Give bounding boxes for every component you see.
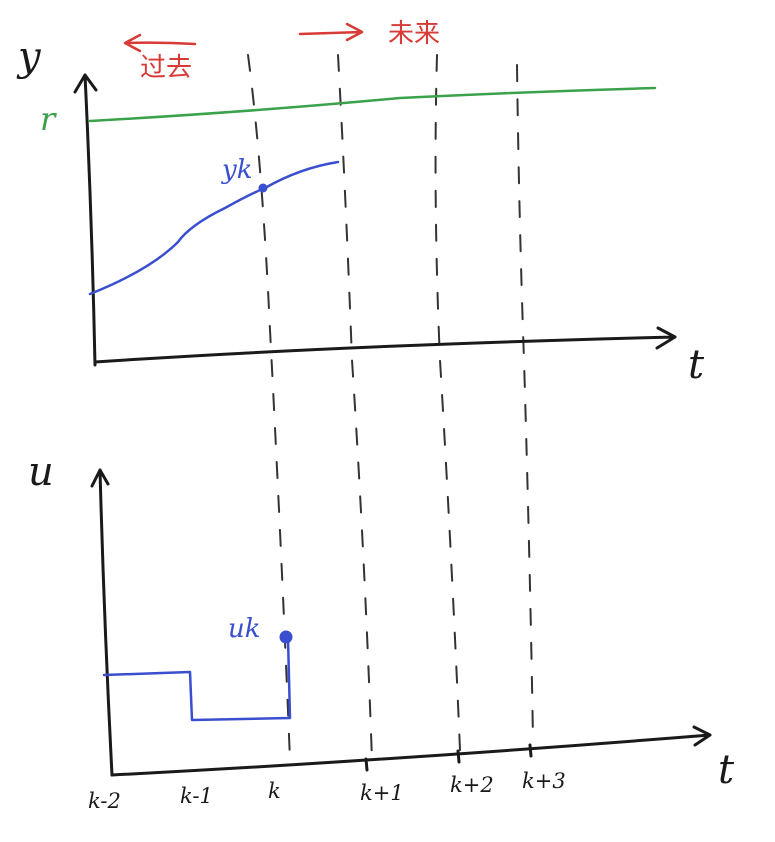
tick-label-k-1: k-1 (180, 784, 213, 808)
bottom-x-axis (110, 725, 712, 777)
tick-label-k-2: k-2 (88, 789, 121, 813)
output-point-yk (258, 183, 268, 193)
bottom-x-axis-label: t (718, 747, 735, 793)
time-ticks: k-2 k-1 k k+1 k+2 k+3 (88, 743, 566, 813)
tick-k1 (364, 757, 369, 772)
guide-line-k3 (516, 64, 534, 741)
bottom-y-axis-label: u (28, 449, 54, 495)
future-direction: 未来 (298, 19, 440, 49)
guide-line-k1 (337, 54, 373, 761)
top-y-axis-label: y (16, 34, 42, 80)
control-input-steps (102, 636, 292, 722)
future-arrow-icon (298, 22, 364, 42)
past-arrow-icon (123, 33, 197, 53)
top-x-axis-label: t (688, 342, 705, 388)
top-x-axis (93, 326, 677, 364)
top-y-axis (73, 73, 98, 367)
past-direction: 过去 (123, 33, 197, 83)
guide-line-k (247, 54, 291, 761)
tick-k2 (456, 749, 461, 764)
tick-label-k+3: k+3 (522, 769, 566, 793)
tick-k3 (528, 743, 533, 758)
output-point-label: yk (221, 155, 252, 185)
tick-label-k+2: k+2 (450, 773, 494, 797)
reference-line (88, 86, 657, 123)
output-trajectory (88, 160, 340, 296)
bottom-y-axis (90, 468, 114, 777)
tick-label-k+1: k+1 (360, 781, 404, 805)
bottom-plot: u t uk k-2 k-1 k k+1 k+2 k+3 (28, 449, 735, 813)
control-point-label: uk (228, 614, 261, 644)
guide-line-k2 (434, 54, 461, 751)
future-label: 未来 (388, 19, 440, 49)
reference-label: r (40, 100, 57, 138)
top-plot: y t r yk (16, 34, 705, 388)
control-point-uk (279, 630, 293, 644)
tick-label-k: k (268, 779, 281, 803)
time-guide-lines (247, 54, 534, 761)
past-label: 过去 (140, 53, 192, 83)
